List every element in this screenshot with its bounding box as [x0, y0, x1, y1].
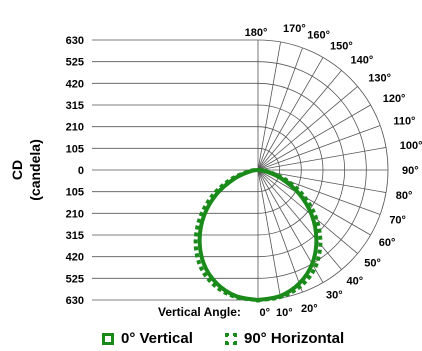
- radial-tick-label: 210: [66, 122, 84, 134]
- solid-line-swatch-icon: [102, 332, 114, 345]
- legend: 0° Vertical 90° Horizontal: [0, 330, 422, 350]
- angle-label: 140°: [351, 55, 374, 67]
- y-axis-label-line1: CD: [9, 160, 25, 180]
- angle-label: 50°: [364, 258, 381, 270]
- radial-tick-label: 420: [66, 252, 84, 264]
- angle-label: 120°: [383, 93, 406, 105]
- series-90-horizontal-curve: [193, 167, 323, 303]
- polar-chart: 630 525 420 315 210 105 0 105 210 315 420 525 630 18…: [9, 23, 422, 319]
- angle-label: 160°: [307, 30, 330, 42]
- angle-label: 90°: [402, 165, 419, 177]
- angle-label: 40°: [347, 275, 364, 287]
- grid-spoke: [257, 169, 371, 236]
- grid-spoke: [257, 169, 303, 293]
- angle-label: 150°: [330, 40, 353, 52]
- grid-spoke: [257, 169, 358, 254]
- radial-tick-label: 630: [66, 35, 84, 47]
- angle-label: 70°: [389, 214, 406, 226]
- angle-label: 30°: [326, 290, 343, 302]
- dotted-line-swatch-icon: [225, 332, 237, 345]
- grid-spoke: [257, 57, 324, 171]
- angle-label: 170°: [283, 23, 306, 35]
- angle-label: 100°: [400, 140, 422, 152]
- angle-label: 80°: [396, 190, 413, 202]
- legend-label-0-vertical: 0° Vertical: [121, 330, 193, 347]
- radial-tick-label: 210: [66, 208, 84, 220]
- legend-label-90-horizontal: 90° Horizontal: [244, 330, 345, 347]
- series-layer: [193, 167, 323, 303]
- angle-label: 130°: [368, 72, 391, 84]
- grid-spoke: [257, 169, 342, 270]
- radial-tick-label: 420: [66, 78, 84, 90]
- grid-spoke: [257, 169, 281, 299]
- radial-tick-label: 105: [66, 143, 84, 155]
- grid-spoke: [257, 86, 358, 171]
- angle-label: 10°: [276, 307, 293, 319]
- radial-tick-label: 525: [66, 273, 84, 285]
- grid-spoke: [257, 104, 371, 171]
- grid-spoke: [257, 70, 342, 171]
- radial-tick-label: 105: [66, 187, 84, 199]
- radial-tick-label: 525: [66, 57, 84, 69]
- angle-label: 110°: [393, 116, 415, 128]
- angle-label: 20°: [301, 303, 318, 315]
- y-axis-label-line2: (candela): [27, 139, 43, 200]
- angle-label: 180°: [245, 27, 268, 39]
- radial-tick-label: 630: [66, 295, 84, 307]
- legend-item-0-vertical: 0° Vertical: [102, 330, 193, 347]
- angle-label: 0°: [259, 307, 270, 319]
- radial-tick-label: 315: [66, 100, 84, 112]
- grid-spoke: [257, 147, 387, 171]
- grid-spoke: [257, 169, 387, 193]
- vertical-angle-label: Vertical Angle:: [158, 305, 241, 319]
- radial-tick-labels: 630 525 420 315 210 105 0 105 210 315 420 525 630: [66, 35, 84, 307]
- radial-tick-label: 0: [78, 165, 84, 177]
- chart-grid: [92, 39, 389, 301]
- radial-tick-label: 315: [66, 230, 84, 242]
- legend-item-90-horizontal: 90° Horizontal: [225, 330, 344, 347]
- grid-spoke: [257, 125, 381, 171]
- angle-labels: 180° 170°160°150° 140° 130° 120° 110° 100° 90° 8…: [245, 23, 422, 319]
- grid-spoke: [257, 41, 281, 171]
- angle-label: 60°: [379, 237, 396, 249]
- grid-spoke: [257, 47, 303, 171]
